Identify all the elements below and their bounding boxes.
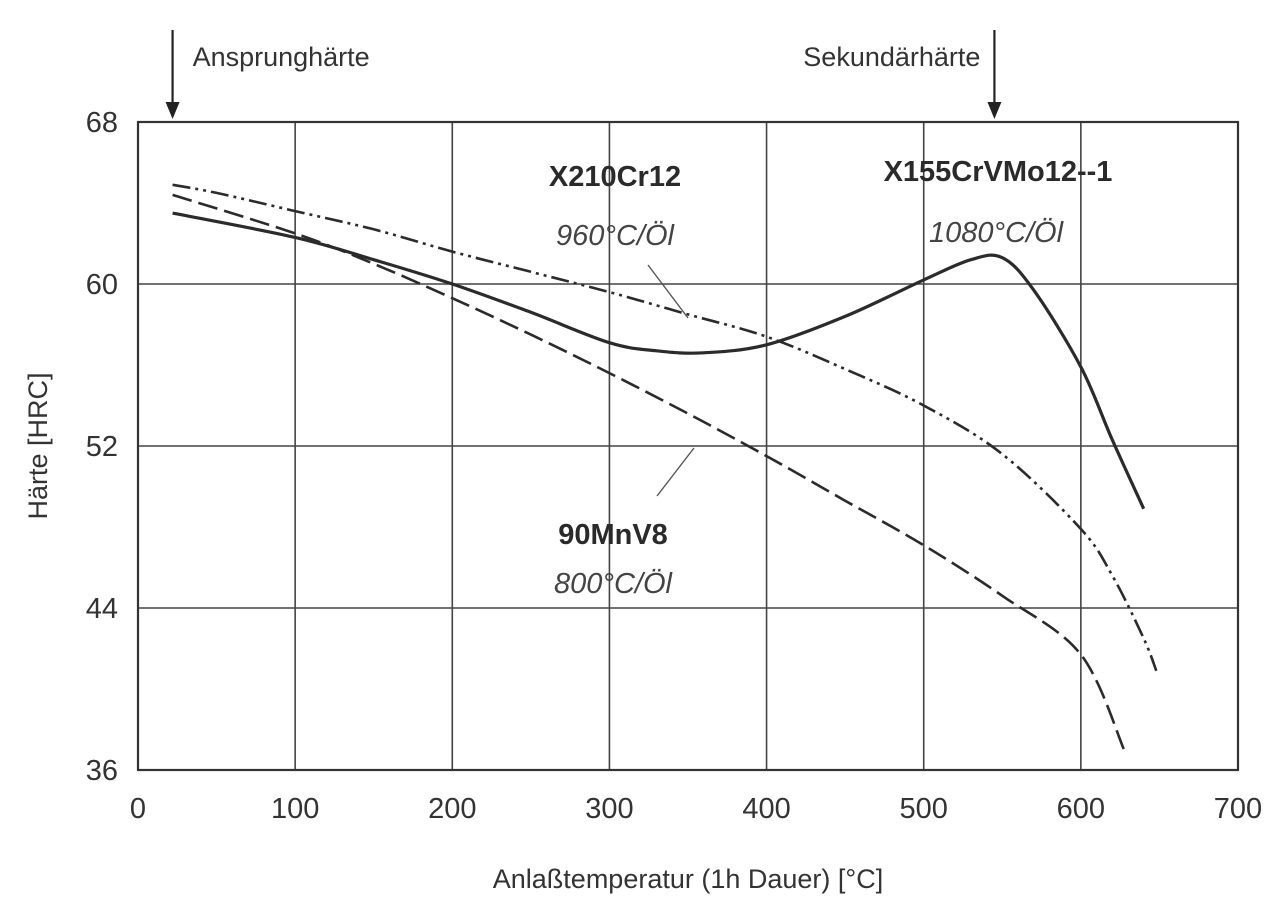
y-tick-label: 60 [86, 269, 118, 301]
series-line-1 [172, 183, 1158, 672]
x-tick-label: 100 [271, 793, 319, 825]
x-tick-label: 600 [1057, 793, 1105, 825]
series-label-name: 90MnV8 [558, 519, 668, 551]
y-axis-label: Härte [HRC] [23, 372, 53, 519]
series-line-2 [172, 211, 1146, 510]
series-label-subtitle: 1080°C/Öl [929, 217, 1065, 249]
series-labels: X210Cr12 960°C/Öl X155CrVMo12--1 1080°C/Öl 9… [549, 156, 1113, 600]
arrow-down-icon [987, 102, 1002, 119]
x-tick-label: 500 [900, 793, 948, 825]
leader-line [656, 447, 695, 497]
series-label-subtitle: 800°C/Öl [554, 568, 674, 600]
x-axis-label: Anlaßtemperatur (1h Dauer) [°C] [493, 864, 883, 894]
series-label-subtitle: 960°C/Öl [556, 220, 676, 252]
series-line-3 [172, 193, 1127, 753]
x-tick-label: 200 [428, 793, 476, 825]
x-tick-label: 400 [742, 793, 790, 825]
series-lines [172, 183, 1158, 753]
y-tick-label: 44 [86, 593, 118, 625]
y-tick-label: 36 [86, 755, 118, 787]
plot-frame [136, 120, 1240, 772]
arrow-down-icon [165, 102, 180, 119]
series-label-name: X155CrVMo12--1 [884, 156, 1113, 188]
grid [138, 122, 1238, 770]
annotations: Ansprunghärte Sekundärhärte [165, 30, 1002, 119]
y-tick-label: 52 [86, 431, 118, 463]
y-tick-label: 68 [86, 107, 118, 139]
leader-line [647, 264, 689, 319]
series-label-name: X210Cr12 [549, 161, 681, 193]
x-tick-label: 300 [585, 793, 633, 825]
x-tick-label: 700 [1214, 793, 1262, 825]
annotation-label: Ansprunghärte [193, 42, 370, 72]
annotation-label: Sekundärhärte [803, 42, 980, 72]
tick-labels: 0 100 200 300 400 500 600 700 36 44 52 60 68 [86, 107, 1262, 825]
x-tick-label: 0 [130, 793, 146, 825]
